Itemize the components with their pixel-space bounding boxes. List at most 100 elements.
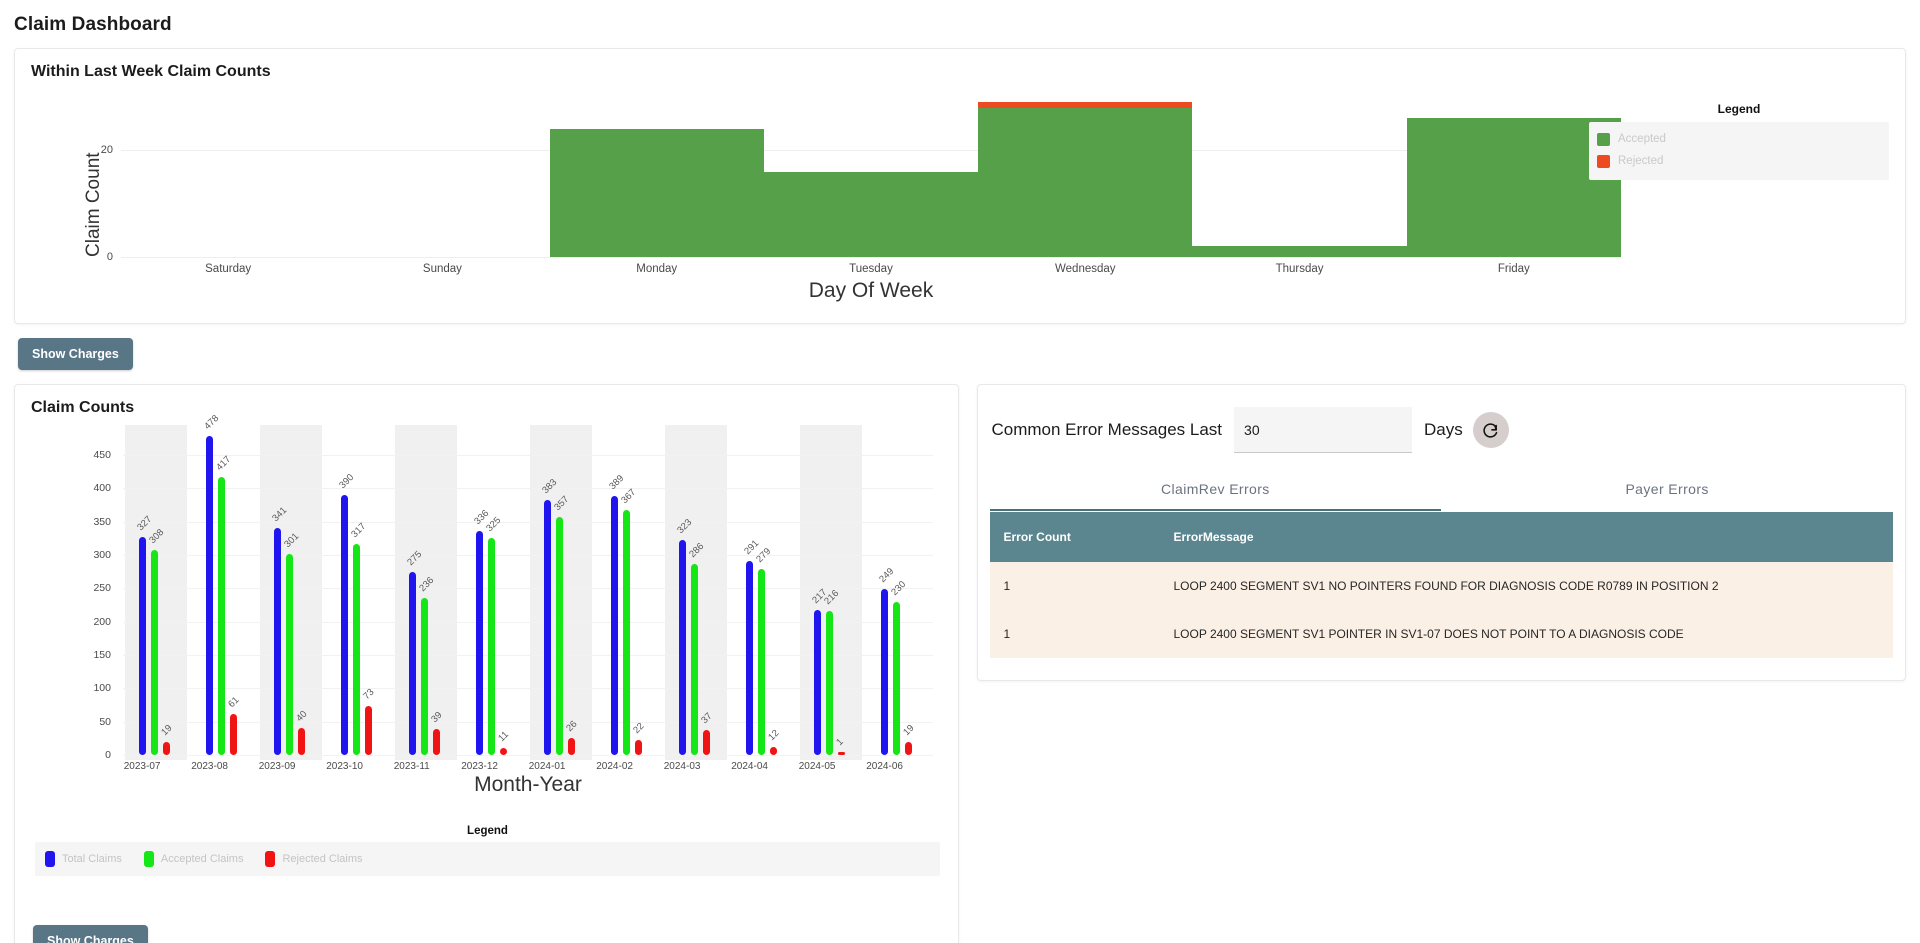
counts-legend-items: Total Claims Accepted Claims Rejected Clai…: [35, 842, 940, 876]
weekly-stacked-bar[interactable]: [1406, 118, 1621, 257]
counts-bar-total[interactable]: [611, 495, 619, 755]
counts-bar-acc[interactable]: [893, 601, 901, 755]
legend-swatch-icon: [143, 851, 154, 867]
counts-legend-label: Accepted Claims: [160, 853, 244, 865]
error-tab-payer[interactable]: Payer Errors: [1625, 481, 1709, 497]
weekly-stacked-bar[interactable]: [978, 102, 1193, 257]
counts-legend-label: Total Claims: [62, 853, 122, 865]
counts-y-tick: 100: [93, 682, 111, 695]
counts-bar-rej[interactable]: [230, 714, 238, 755]
weekly-stacked-bar[interactable]: [549, 129, 764, 257]
counts-bar-rej[interactable]: [837, 752, 845, 755]
weekly-x-tick: Wednesday: [1055, 263, 1116, 275]
weekly-bar-slot: Thursday: [1192, 97, 1407, 275]
weekly-bar-accepted: [549, 129, 764, 257]
refresh-icon[interactable]: [1472, 412, 1509, 448]
counts-legend-item[interactable]: Accepted Claims: [143, 851, 244, 867]
counts-y-tick: 150: [93, 649, 111, 661]
days-input[interactable]: [1234, 407, 1413, 453]
counts-x-tick: 2023-11: [393, 761, 430, 772]
counts-legend-item[interactable]: Rejected Claims: [265, 851, 363, 867]
counts-bar-rej[interactable]: [567, 737, 575, 755]
counts-value-label: 357: [551, 494, 571, 513]
counts-bar-total[interactable]: [881, 589, 889, 755]
error-tab-claimrev[interactable]: ClaimRev Errors: [989, 473, 1442, 511]
counts-value-label: 286: [686, 541, 706, 561]
counts-bar-total[interactable]: [273, 527, 281, 755]
weekly-bar-slot: Monday: [549, 97, 764, 275]
weekly-bar-accepted: [1406, 118, 1621, 257]
weekly-legend-label: Accepted: [1618, 133, 1666, 145]
counts-bar-rej[interactable]: [905, 742, 913, 755]
legend-swatch-icon: [1597, 154, 1610, 168]
weekly-card-heading: Within Last Week Claim Counts: [31, 63, 271, 80]
counts-value-label: 230: [889, 578, 909, 598]
counts-bar-rej[interactable]: [635, 740, 643, 755]
counts-bar-acc[interactable]: [623, 510, 631, 755]
counts-y-tick: 200: [93, 615, 111, 628]
counts-x-tick: 2024-02: [596, 761, 633, 772]
counts-bar-total[interactable]: [813, 610, 821, 755]
counts-legend: Legend Total Claims Accepted Claims Reject…: [35, 825, 940, 876]
counts-value-label: 19: [901, 723, 917, 739]
counts-bar-acc[interactable]: [218, 477, 226, 755]
table-row[interactable]: 1 LOOP 2400 SEGMENT SV1 NO POINTERS FOUND…: [989, 562, 1893, 610]
weekly-legend-item[interactable]: Rejected: [1597, 150, 1881, 172]
counts-bar-total[interactable]: [746, 561, 754, 755]
counts-gridline: [123, 555, 933, 556]
weekly-bar-slot: Tuesday: [763, 97, 979, 275]
counts-bar-total[interactable]: [543, 499, 551, 755]
counts-bar-total[interactable]: [408, 571, 416, 755]
weekly-x-tick: Friday: [1497, 263, 1530, 275]
counts-bar-rej[interactable]: [365, 706, 373, 755]
weekly-stacked-bar[interactable]: [763, 171, 979, 257]
counts-bar-rej[interactable]: [702, 730, 710, 755]
weekly-stacked-bar[interactable]: [1192, 246, 1407, 257]
error-count-cell: 1: [989, 610, 1160, 658]
counts-bar-rej[interactable]: [432, 729, 440, 755]
counts-bar-acc[interactable]: [690, 564, 698, 755]
counts-x-tick: 2024-05: [798, 761, 836, 772]
weekly-x-tick: Monday: [636, 263, 678, 275]
counts-bar-total[interactable]: [678, 539, 686, 755]
legend-swatch-icon: [45, 851, 55, 867]
counts-bar-total[interactable]: [138, 537, 146, 755]
counts-bar-total[interactable]: [206, 436, 214, 755]
counts-bar-acc[interactable]: [420, 597, 428, 755]
counts-bar-group: 389 367 22 2024-02: [596, 435, 647, 772]
counts-bar-acc[interactable]: [285, 554, 293, 755]
counts-bar-acc[interactable]: [758, 569, 766, 755]
counts-legend-label: Rejected Claims: [282, 853, 363, 865]
show-charges-button-weekly[interactable]: Show Charges: [18, 338, 133, 370]
counts-y-tick: 450: [93, 449, 111, 461]
counts-y-tick: 0: [105, 749, 111, 761]
counts-bar-rej[interactable]: [162, 742, 170, 755]
counts-bar-rej[interactable]: [297, 728, 305, 755]
claim-counts-chart: Claim Count 0501001502002503003504004503…: [15, 413, 960, 943]
counts-bar-acc[interactable]: [488, 538, 496, 755]
show-charges-button-counts[interactable]: Show Charges: [33, 925, 148, 943]
counts-bar-acc[interactable]: [555, 517, 563, 755]
weekly-y-tick: 20: [100, 144, 113, 157]
weekly-legend-item[interactable]: Accepted: [1597, 128, 1881, 150]
counts-bar-group: 275 236 39 2023-11: [394, 435, 445, 772]
counts-legend-item[interactable]: Total Claims: [45, 851, 122, 867]
weekly-gridline: [121, 150, 1621, 152]
counts-bar-total[interactable]: [341, 495, 349, 755]
counts-value-label: 19: [158, 723, 175, 739]
col-error-message: ErrorMessage: [1159, 512, 1893, 562]
error-table-head: Error Count ErrorMessage: [989, 512, 1893, 562]
counts-y-tick: 300: [93, 549, 111, 561]
counts-bar-acc[interactable]: [353, 543, 361, 755]
page-title: Claim Dashboard: [14, 14, 172, 35]
counts-bar-acc[interactable]: [150, 549, 158, 755]
counts-value-label: 341: [269, 504, 289, 524]
counts-bar-rej[interactable]: [500, 747, 508, 755]
weekly-legend-items: Accepted Rejected: [1589, 122, 1889, 180]
counts-bar-acc[interactable]: [825, 611, 833, 755]
counts-bar-total[interactable]: [476, 531, 484, 755]
col-error-count: Error Count: [989, 512, 1160, 562]
table-row[interactable]: 1 LOOP 2400 SEGMENT SV1 POINTER IN SV1-07…: [989, 610, 1893, 658]
counts-bar-rej[interactable]: [770, 747, 778, 755]
counts-x-tick: 2023-07: [123, 761, 161, 772]
